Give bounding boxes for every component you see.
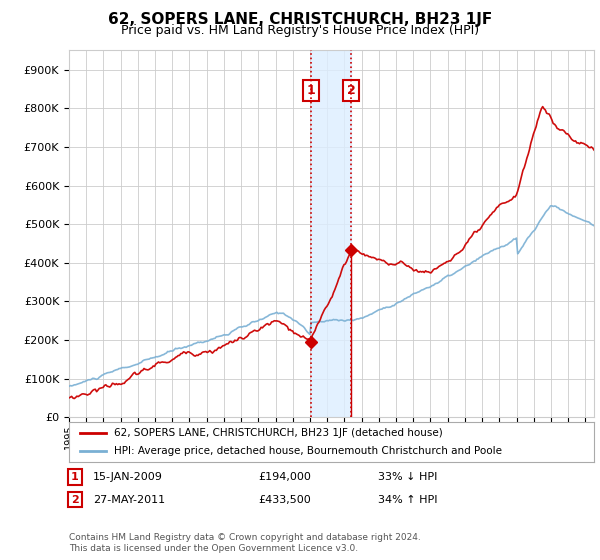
- Bar: [311, 50, 351, 417]
- Text: 1: 1: [306, 84, 315, 97]
- Text: £194,000: £194,000: [258, 472, 311, 482]
- Text: Contains HM Land Registry data © Crown copyright and database right 2024.
This d: Contains HM Land Registry data © Crown c…: [69, 533, 421, 553]
- Text: 33% ↓ HPI: 33% ↓ HPI: [378, 472, 437, 482]
- Text: 34% ↑ HPI: 34% ↑ HPI: [378, 494, 437, 505]
- Text: HPI: Average price, detached house, Bournemouth Christchurch and Poole: HPI: Average price, detached house, Bour…: [113, 446, 502, 456]
- Text: 15-JAN-2009: 15-JAN-2009: [93, 472, 163, 482]
- Text: 1: 1: [71, 472, 79, 482]
- Text: Price paid vs. HM Land Registry's House Price Index (HPI): Price paid vs. HM Land Registry's House …: [121, 24, 479, 36]
- Text: £433,500: £433,500: [258, 494, 311, 505]
- Text: 62, SOPERS LANE, CHRISTCHURCH, BH23 1JF (detached house): 62, SOPERS LANE, CHRISTCHURCH, BH23 1JF …: [113, 428, 442, 438]
- Text: 27-MAY-2011: 27-MAY-2011: [93, 494, 165, 505]
- Text: 2: 2: [347, 84, 356, 97]
- Text: 2: 2: [71, 494, 79, 505]
- Text: 62, SOPERS LANE, CHRISTCHURCH, BH23 1JF: 62, SOPERS LANE, CHRISTCHURCH, BH23 1JF: [108, 12, 492, 27]
